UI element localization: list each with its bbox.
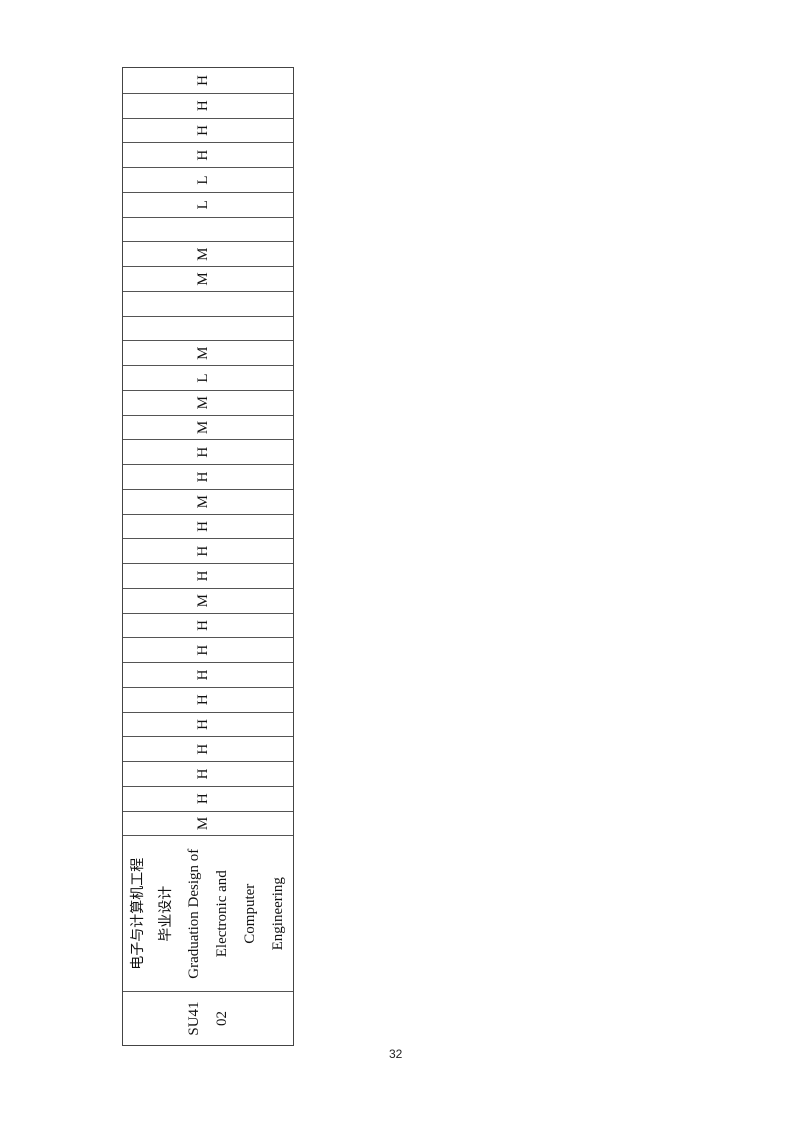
course-code-cell: SU41 02 bbox=[123, 991, 293, 1045]
rating-cell: H bbox=[123, 92, 293, 118]
course-name-en: Electronic and bbox=[214, 870, 230, 958]
rating-cell: H bbox=[123, 513, 293, 539]
rating-cell: L bbox=[123, 167, 293, 192]
rating-cell: H bbox=[123, 142, 293, 168]
course-matrix-table-rotated: SU41 02 电子与计算机工程 毕业设计 Graduation Design … bbox=[122, 67, 294, 1046]
rating-cell bbox=[123, 216, 293, 242]
course-name-en: Graduation Design of bbox=[186, 848, 202, 979]
rating-cell: H bbox=[123, 464, 293, 489]
rating-cell: L bbox=[123, 365, 293, 390]
course-name-cn: 毕业设计 bbox=[158, 885, 174, 942]
page-number: 32 bbox=[389, 1047, 403, 1061]
rating-cell: M bbox=[123, 810, 293, 836]
rating-cell: L bbox=[123, 191, 293, 217]
rating-cell: H bbox=[123, 637, 293, 663]
course-code-line: 02 bbox=[214, 1011, 230, 1027]
rating-cell: H bbox=[123, 439, 293, 465]
rating-cell: M bbox=[123, 488, 293, 514]
rating-cell: M bbox=[123, 389, 293, 415]
rating-cell: M bbox=[123, 587, 293, 613]
rating-cell: H bbox=[123, 612, 293, 638]
rating-cell: M bbox=[123, 266, 293, 291]
rating-cell: M bbox=[123, 340, 293, 366]
rating-cell: H bbox=[123, 785, 293, 811]
course-code-line: SU41 bbox=[186, 1001, 202, 1036]
rating-cell: H bbox=[123, 662, 293, 687]
course-name-en: Computer bbox=[242, 883, 258, 944]
rating-cell bbox=[123, 290, 293, 316]
rating-cell: M bbox=[123, 241, 293, 267]
rating-cell: H bbox=[123, 538, 293, 564]
rating-cell: H bbox=[194, 75, 211, 86]
rating-cell: H bbox=[123, 563, 293, 588]
rating-cell: H bbox=[123, 711, 293, 737]
rating-cell: H bbox=[123, 117, 293, 143]
course-name-cell: 电子与计算机工程 毕业设计 Graduation Design of Elect… bbox=[123, 835, 293, 992]
rating-cell bbox=[123, 315, 293, 341]
course-name-cn: 电子与计算机工程 bbox=[130, 857, 146, 970]
rating-cell: H bbox=[123, 736, 293, 762]
rating-cell: H bbox=[123, 686, 293, 712]
course-name-en: Engineering bbox=[270, 877, 286, 951]
rating-cell: M bbox=[123, 414, 293, 440]
rating-cell: H bbox=[123, 761, 293, 786]
